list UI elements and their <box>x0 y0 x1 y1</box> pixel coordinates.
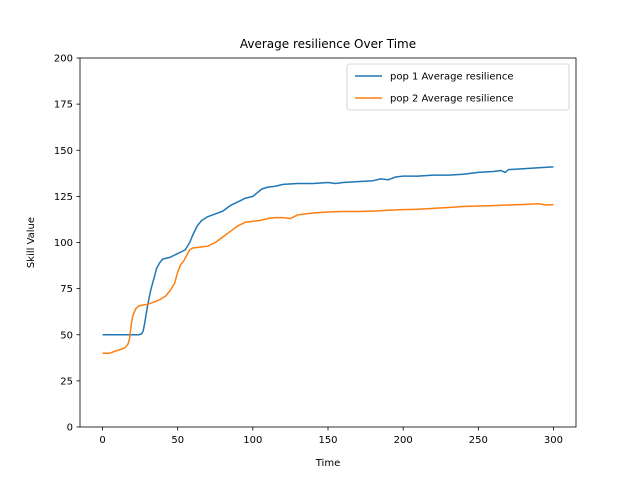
legend-box <box>346 63 570 111</box>
y-tick-label: 175 <box>54 100 73 111</box>
y-tick-label: 25 <box>60 376 73 387</box>
x-tick-label: 300 <box>544 435 563 446</box>
x-tick-label: 0 <box>99 435 105 446</box>
x-tick-label: 150 <box>318 435 337 446</box>
x-tick-label: 50 <box>171 435 184 446</box>
x-axis-label: Time <box>315 458 340 469</box>
plot-frame <box>79 57 577 428</box>
chart-title: Average resilience Over Time <box>240 37 416 51</box>
legend: pop 1 Average resilience pop 2 Average re… <box>346 63 570 111</box>
x-tick-label: 100 <box>243 435 262 446</box>
legend-entry-2: pop 2 Average resilience <box>390 94 514 105</box>
legend-entry-1: pop 1 Average resilience <box>390 72 514 83</box>
series-line-1 <box>102 166 554 336</box>
y-tick-label: 150 <box>54 146 73 157</box>
x-tick-label: 250 <box>469 435 488 446</box>
x-tick-label: 200 <box>394 435 413 446</box>
y-axis-ticks: 0 25 50 75 100 125 150 175 200 <box>54 54 80 434</box>
y-tick-label: 0 <box>67 423 73 434</box>
series-layer <box>102 166 554 354</box>
x-axis-ticks: 0 50 100 150 200 250 300 <box>99 427 563 446</box>
y-tick-label: 125 <box>54 192 73 203</box>
y-tick-label: 75 <box>60 284 73 295</box>
y-tick-label: 200 <box>54 54 73 65</box>
y-tick-label: 50 <box>60 330 73 341</box>
series-line-2 <box>102 203 554 354</box>
y-tick-label: 100 <box>54 238 73 249</box>
y-axis-label: Skill Value <box>26 217 37 268</box>
